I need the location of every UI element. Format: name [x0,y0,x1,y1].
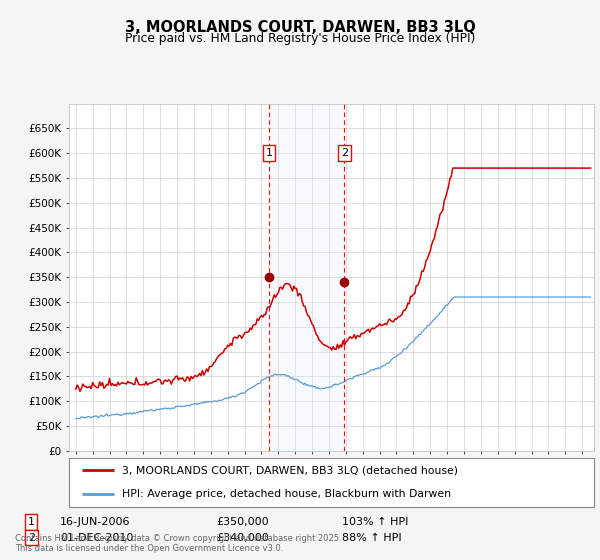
Text: £350,000: £350,000 [216,517,269,527]
Text: 3, MOORLANDS COURT, DARWEN, BB3 3LQ (detached house): 3, MOORLANDS COURT, DARWEN, BB3 3LQ (det… [121,465,458,475]
Text: £340,000: £340,000 [216,533,269,543]
Text: 3, MOORLANDS COURT, DARWEN, BB3 3LQ: 3, MOORLANDS COURT, DARWEN, BB3 3LQ [125,20,475,35]
Text: Contains HM Land Registry data © Crown copyright and database right 2025.
This d: Contains HM Land Registry data © Crown c… [15,534,341,553]
Text: Price paid vs. HM Land Registry's House Price Index (HPI): Price paid vs. HM Land Registry's House … [125,32,475,45]
Text: 88% ↑ HPI: 88% ↑ HPI [342,533,401,543]
Text: HPI: Average price, detached house, Blackburn with Darwen: HPI: Average price, detached house, Blac… [121,489,451,499]
Text: 16-JUN-2006: 16-JUN-2006 [60,517,131,527]
Text: 1: 1 [266,148,273,158]
Text: 01-DEC-2010: 01-DEC-2010 [60,533,133,543]
Bar [269,104,344,451]
Text: 1: 1 [28,517,35,527]
Text: 103% ↑ HPI: 103% ↑ HPI [342,517,409,527]
Text: 2: 2 [341,148,348,158]
Text: 2: 2 [28,533,35,543]
